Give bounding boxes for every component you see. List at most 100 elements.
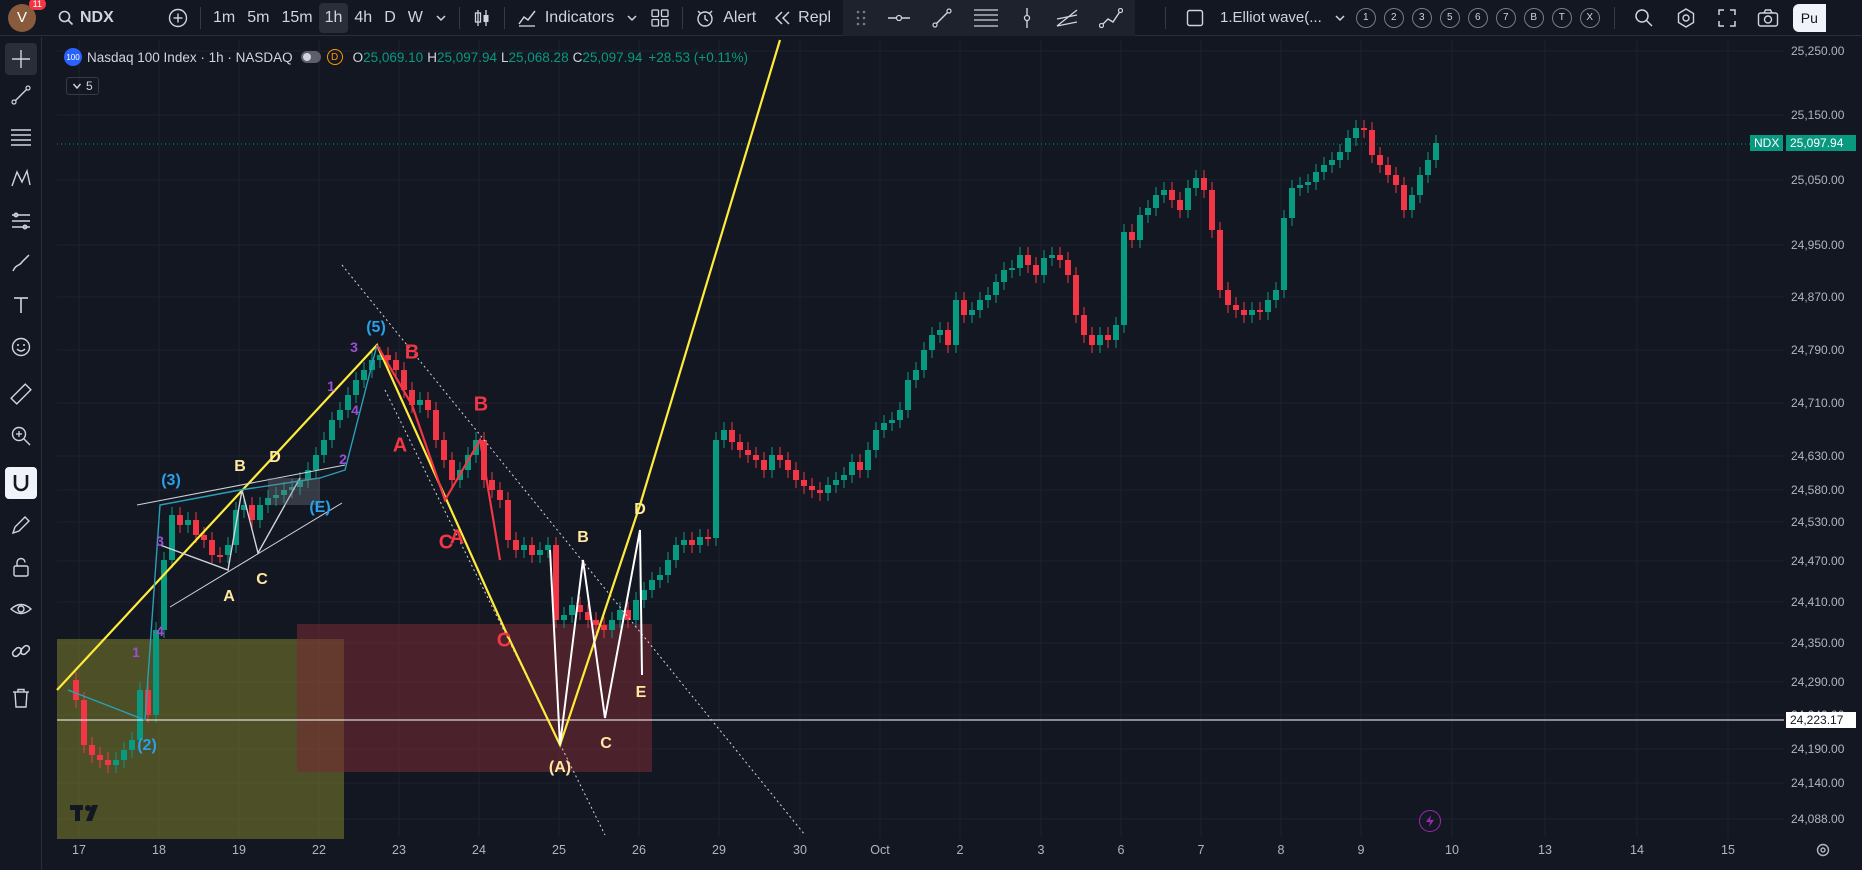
candle-body (1297, 185, 1303, 188)
candle-body (809, 486, 815, 490)
quick-button-1[interactable]: 1 (1355, 7, 1376, 28)
quick-button-7[interactable]: 7 (1495, 7, 1516, 28)
wave-label-C-white[interactable]: C (256, 571, 268, 588)
wave-label-4-small[interactable]: 4 (156, 623, 164, 639)
candle-body (1017, 255, 1023, 268)
drag-handle[interactable] (849, 3, 873, 33)
wave-label-4-purple[interactable]: 4 (351, 402, 359, 418)
symbol-title[interactable]: Nasdaq 100 Index · 1h · NASDAQ (87, 49, 293, 65)
forecast-tool[interactable] (5, 205, 37, 237)
wave-label-2-big[interactable]: (2) (137, 737, 157, 754)
wave-label-C-white-2[interactable]: C (600, 735, 612, 752)
path-tool[interactable] (1093, 3, 1129, 33)
vertical-line-tool[interactable] (1013, 3, 1041, 33)
crosshair-tool[interactable] (5, 43, 37, 75)
wave-label-B-red-2[interactable]: B (473, 393, 489, 416)
chart-type-button[interactable] (466, 3, 498, 33)
pattern-tool[interactable] (5, 163, 37, 195)
zoom-tool[interactable] (5, 420, 37, 452)
horizontal-ray-tool[interactable] (881, 3, 917, 33)
interval-dropdown[interactable] (429, 3, 453, 33)
wave-label-B-red-1[interactable]: B (404, 341, 420, 364)
publish-button[interactable]: Pu (1792, 3, 1826, 32)
fullscreen-button[interactable] (1711, 3, 1743, 33)
replay-button[interactable]: Repl (768, 3, 837, 33)
wave-label-5-big[interactable]: (5) (366, 319, 386, 336)
wave-label-D-white[interactable]: D (269, 449, 281, 466)
quick-button-t[interactable]: T (1551, 7, 1572, 28)
wave-label-3-purple[interactable]: 3 (350, 339, 358, 355)
chart-settings-button[interactable] (1815, 842, 1831, 863)
interval-W[interactable]: W (407, 8, 423, 26)
measure-tool[interactable] (5, 378, 37, 410)
symbol-search[interactable]: NDX (52, 3, 162, 33)
quick-button-6[interactable]: 6 (1467, 7, 1488, 28)
emoji-tool[interactable] (5, 331, 37, 363)
pitchfork-tool[interactable] (1049, 3, 1085, 33)
wave-label-A-red-1[interactable]: A (392, 434, 408, 457)
hide-tool[interactable] (5, 593, 37, 625)
lock-tool[interactable] (5, 551, 37, 583)
interval-4h[interactable]: 4h (354, 8, 373, 26)
wave-label-E-white-2[interactable]: E (635, 684, 647, 701)
indicators-button[interactable]: Indicators (511, 3, 620, 33)
wave-label-D-white-2[interactable]: D (634, 501, 646, 518)
wave-label-A-white[interactable]: A (223, 588, 235, 605)
indicators-dropdown[interactable] (620, 3, 644, 33)
events-button[interactable] (1419, 810, 1441, 832)
wave-label-B-white[interactable]: B (234, 458, 246, 475)
layout-dropdown[interactable] (1328, 3, 1352, 33)
interval-1h[interactable]: 1h (318, 2, 349, 33)
quick-button-5[interactable]: 5 (1439, 7, 1460, 28)
wave-label-B-white-2[interactable]: B (577, 529, 589, 546)
add-symbol-button[interactable] (162, 3, 194, 33)
trend-line-tool[interactable] (925, 3, 959, 33)
quick-button-x[interactable]: X (1579, 7, 1600, 28)
settings-button[interactable] (1669, 3, 1703, 33)
templates-button[interactable] (644, 3, 676, 33)
link-tool[interactable] (5, 635, 37, 667)
drawing-mode-tool[interactable] (5, 509, 37, 541)
wave-label-A-big[interactable]: (A) (548, 759, 572, 776)
snapshot-button[interactable] (1751, 3, 1785, 33)
wave-label-3-small[interactable]: 3 (156, 533, 164, 549)
text-tool[interactable] (5, 289, 37, 321)
interval-D[interactable]: D (384, 8, 396, 26)
interval-15m[interactable]: 15m (281, 8, 313, 26)
wave-label-3-big[interactable]: (3) (161, 472, 181, 489)
wave-label-C-red-2[interactable]: C (496, 629, 512, 652)
candle-body (1417, 175, 1423, 195)
candle-body (545, 545, 551, 550)
delete-tool[interactable] (5, 682, 37, 714)
interval-1m[interactable]: 1m (213, 8, 236, 26)
wave-label-2-purple[interactable]: 2 (339, 451, 347, 467)
visibility-toggle[interactable] (300, 51, 321, 63)
wave-label-1-small[interactable]: 1 (132, 644, 140, 660)
trend-line-tool[interactable] (5, 79, 37, 111)
quick-button-2[interactable]: 2 (1383, 7, 1404, 28)
quick-button-3[interactable]: 3 (1411, 7, 1432, 28)
wave-label-1-purple[interactable]: 1 (327, 378, 335, 394)
candle-body (1009, 268, 1015, 270)
interval-5m[interactable]: 5m (247, 8, 270, 26)
alert-button[interactable]: Alert (689, 3, 762, 33)
layout-button[interactable]: 1.Elliot wave(... (1180, 3, 1328, 33)
candle-body (1113, 325, 1119, 340)
quick-search-button[interactable] (1627, 3, 1661, 33)
wave-label-A-red-2[interactable]: A (449, 526, 465, 549)
magnet-tool[interactable] (5, 467, 37, 499)
wave-label-C-red-1[interactable]: C (438, 531, 454, 554)
brush-tool[interactable] (5, 247, 37, 279)
wave-label-E-big[interactable]: (E) (309, 499, 331, 516)
fib-tool[interactable] (5, 121, 37, 153)
fib-tool[interactable] (967, 3, 1005, 33)
candle-body (833, 480, 839, 485)
indicators-collapse-button[interactable]: 5 (66, 77, 99, 95)
pencil-lock-icon (11, 516, 30, 535)
candle-body (225, 545, 231, 555)
quick-button-b[interactable]: B (1523, 7, 1544, 28)
candle-body (1177, 200, 1183, 210)
lock-icon (13, 557, 29, 577)
user-avatar[interactable]: V 11 (8, 0, 46, 32)
